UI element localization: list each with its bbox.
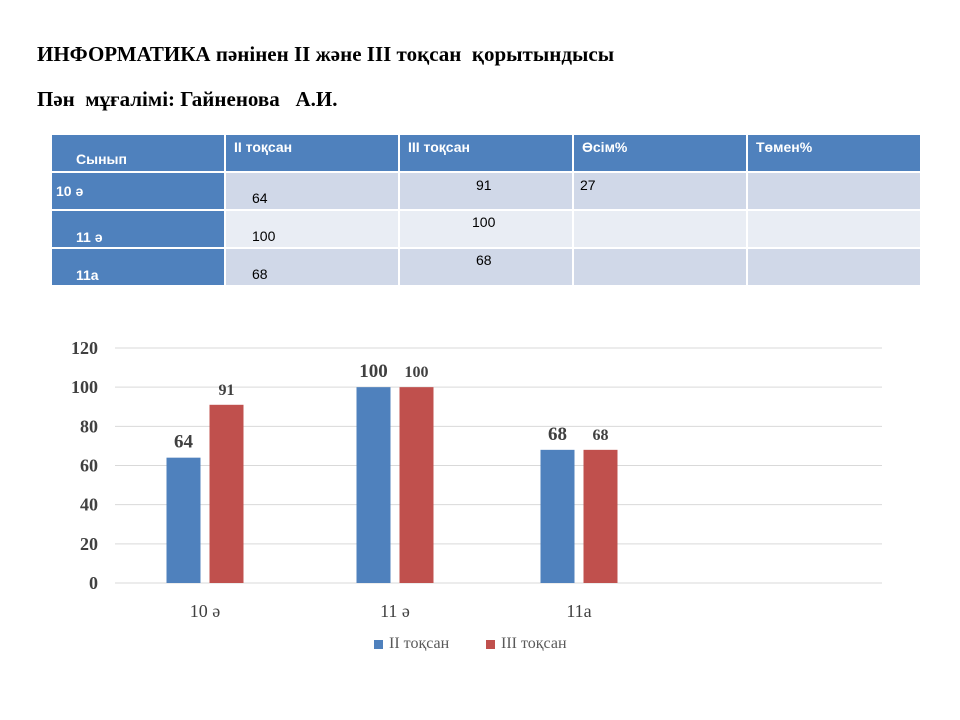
y-tick-label: 20 bbox=[80, 534, 98, 554]
table-header-row: Сынып II тоқсан III тоқсан Өсім% Төмен% bbox=[50, 133, 922, 173]
x-tick-label: 11а bbox=[566, 601, 591, 621]
header-q2: II тоқсан bbox=[234, 139, 293, 155]
legend-swatch-q3 bbox=[486, 639, 495, 649]
header-growth: Өсім% bbox=[582, 139, 628, 155]
bar-q2 bbox=[166, 457, 201, 583]
legend-item-q3: III тоқсан bbox=[486, 635, 567, 653]
cell-q3: 68 bbox=[476, 252, 492, 268]
bar-q3 bbox=[399, 387, 434, 583]
bar-q3 bbox=[583, 449, 618, 583]
legend-item-q2: II тоқсан bbox=[374, 635, 449, 653]
header-q3: III тоқсан bbox=[408, 139, 470, 155]
y-tick-label: 60 bbox=[80, 456, 98, 476]
table-row: 10 ә 64 91 27 bbox=[50, 171, 922, 211]
y-tick-label: 120 bbox=[71, 338, 98, 358]
legend-label-q3: III тоқсан bbox=[501, 635, 567, 652]
cell-q3: 91 bbox=[476, 177, 492, 193]
data-label: 64 bbox=[174, 432, 194, 453]
cell-class: 11 ә bbox=[76, 229, 103, 245]
results-table: Сынып II тоқсан III тоқсан Өсім% Төмен% … bbox=[50, 133, 922, 287]
header-decline: Төмен% bbox=[756, 139, 813, 155]
data-label: 68 bbox=[548, 424, 567, 445]
data-label: 68 bbox=[593, 427, 609, 444]
cell-class: 11а bbox=[76, 267, 99, 283]
legend-label-q2: II тоқсан bbox=[389, 635, 450, 652]
bar-q2 bbox=[356, 387, 391, 583]
x-tick-label: 10 ә bbox=[190, 601, 221, 621]
data-label: 100 bbox=[405, 364, 429, 381]
table-row: 11а 68 68 bbox=[50, 247, 922, 287]
teacher-name: Пән мұғалімі: Гайненова А.И. bbox=[37, 87, 338, 111]
x-tick-label: 11 ә bbox=[380, 601, 410, 621]
page-title: ИНФОРМАТИКА пәнінен II және III тоқсан қ… bbox=[37, 42, 615, 66]
cell-q2: 68 bbox=[252, 266, 268, 282]
data-label: 100 bbox=[359, 361, 388, 382]
header-class: Сынып bbox=[76, 151, 127, 167]
data-label: 91 bbox=[219, 382, 235, 399]
y-tick-label: 40 bbox=[80, 495, 98, 515]
cell-growth: 27 bbox=[580, 177, 596, 193]
cell-class: 10 ә bbox=[56, 183, 84, 199]
y-tick-label: 80 bbox=[80, 416, 98, 436]
cell-q2: 64 bbox=[252, 190, 268, 206]
table-row: 11 ә 100 100 bbox=[50, 209, 922, 249]
legend-swatch-q2 bbox=[374, 639, 383, 649]
y-tick-label: 0 bbox=[89, 573, 98, 593]
cell-q3: 100 bbox=[472, 214, 496, 230]
bar-q2 bbox=[540, 449, 575, 583]
cell-q2: 100 bbox=[252, 228, 276, 244]
y-tick-label: 100 bbox=[71, 377, 98, 397]
bar-q3 bbox=[209, 404, 244, 583]
